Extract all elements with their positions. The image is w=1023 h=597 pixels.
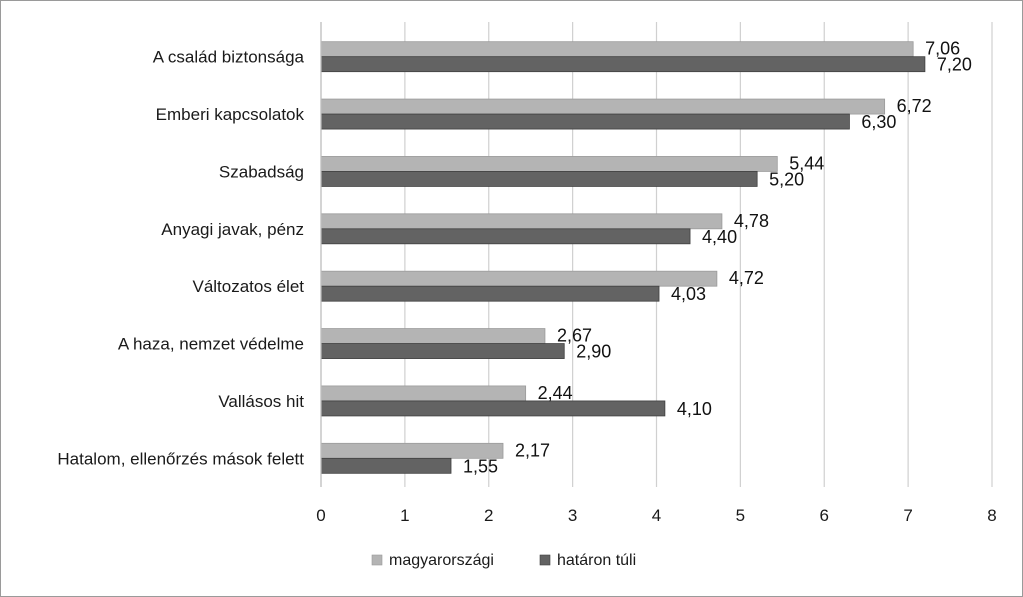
data-label: 4,40 <box>702 227 737 247</box>
data-label: 5,20 <box>769 169 804 189</box>
x-tick-label: 4 <box>652 506 661 525</box>
data-label: 6,72 <box>897 96 932 116</box>
data-label: 4,03 <box>671 284 706 304</box>
data-label: 2,90 <box>576 342 611 362</box>
category-label: Anyagi javak, pénz <box>161 220 304 239</box>
data-label: 7,06 <box>925 39 960 59</box>
data-label: 2,44 <box>538 383 573 403</box>
bar <box>320 385 527 402</box>
category-label: Vallásos hit <box>218 392 304 411</box>
category-label: Változatos élet <box>192 277 304 296</box>
bar <box>320 328 546 344</box>
category-label: Emberi kapcsolatok <box>156 105 305 124</box>
bars <box>320 41 926 474</box>
bar <box>320 400 666 417</box>
legend-swatch <box>371 554 383 566</box>
x-tick-label: 0 <box>316 506 325 525</box>
legend-swatch <box>539 554 551 566</box>
bar <box>320 41 914 58</box>
category-label: A család biztonsága <box>153 48 305 67</box>
category-labels: A család biztonsága Emberi kapcsolatok Sza… <box>57 48 304 469</box>
data-label: 4,72 <box>729 268 764 288</box>
legend-label: magyarországi <box>389 552 494 569</box>
data-label: 6,30 <box>861 112 896 132</box>
gridlines <box>320 22 993 487</box>
x-tick-label: 2 <box>484 506 493 525</box>
category-label: Szabadság <box>219 162 304 181</box>
bar <box>320 270 718 287</box>
x-tick-label: 5 <box>736 506 745 525</box>
bar <box>320 156 778 172</box>
category-label: Hatalom, ellenőrzés mások felett <box>57 449 304 468</box>
bar <box>320 343 565 359</box>
data-label: 5,44 <box>789 153 824 173</box>
x-tick-labels: 0 1 2 3 4 5 6 7 8 <box>316 506 996 525</box>
data-label: 2,67 <box>557 326 592 346</box>
bar <box>320 285 660 302</box>
x-tick-label: 6 <box>820 506 829 525</box>
x-tick-label: 7 <box>903 506 912 525</box>
legend: magyarországi határon túli <box>371 552 636 569</box>
data-label: 1,55 <box>463 456 498 476</box>
data-label: 2,17 <box>515 440 550 460</box>
x-tick-label: 3 <box>568 506 577 525</box>
category-label: A haza, nemzet védelme <box>118 335 304 354</box>
bar <box>320 56 926 73</box>
data-labels: 7,067,20 6,726,30 5,445,20 4,784,40 4,72 4,03… <box>463 39 972 477</box>
bar <box>320 113 850 130</box>
legend-label: határon túli <box>557 552 636 569</box>
data-label: 4,10 <box>677 399 712 419</box>
data-label: 4,78 <box>734 211 769 231</box>
bar <box>320 171 758 187</box>
bar <box>320 98 886 115</box>
x-tick-label: 8 <box>987 506 996 525</box>
data-label: 7,20 <box>937 55 972 75</box>
bar <box>320 228 691 245</box>
bar <box>320 213 723 230</box>
bar <box>320 457 452 474</box>
x-tick-label: 1 <box>400 506 409 525</box>
